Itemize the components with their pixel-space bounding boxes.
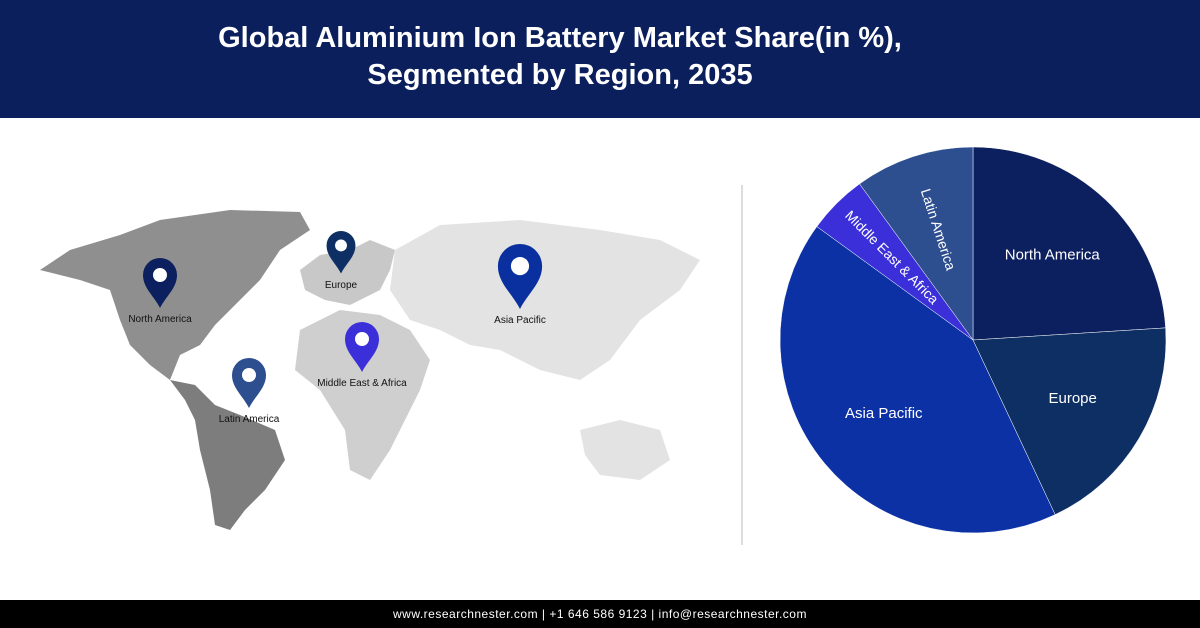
- pie-slice: [972, 327, 1167, 515]
- pin-body: [345, 322, 379, 372]
- pin-body: [143, 258, 177, 308]
- map-pin: [326, 231, 356, 274]
- asia: [390, 220, 700, 380]
- pie-slice: [779, 226, 1056, 534]
- slice-label: North America: [1005, 247, 1101, 264]
- pin-hole: [510, 257, 530, 276]
- pin-body: [497, 244, 543, 309]
- pin-body: [232, 358, 266, 408]
- pie-slice: [859, 146, 974, 341]
- pin-label: Europe: [324, 279, 358, 291]
- map-pin: [497, 244, 543, 309]
- pin-label: Middle East & Africa: [317, 378, 407, 389]
- map-pin: [232, 358, 266, 408]
- africa: [295, 310, 430, 480]
- south-america: [170, 380, 285, 530]
- australia: [580, 420, 670, 480]
- europe: [300, 240, 395, 305]
- title: Global Aluminium Ion Battery Market Shar…: [218, 22, 902, 91]
- slice-label: Europe: [1048, 390, 1096, 407]
- pin-label: North America: [128, 314, 192, 325]
- header-band: Global Aluminium Ion Battery Market Shar…: [0, 0, 1200, 118]
- footer-band: www.researchnester.com | +1 646 586 9123…: [0, 600, 1200, 628]
- world-map: [40, 210, 700, 530]
- continents: [40, 210, 700, 530]
- north-america: [40, 210, 310, 380]
- pin-hole: [242, 368, 256, 382]
- pie-slice: [972, 146, 1166, 341]
- pin-hole: [335, 239, 347, 252]
- slice-label: Asia Pacific: [845, 405, 923, 422]
- pin-hole: [355, 332, 369, 346]
- footer-text: www.researchnester.com | +1 646 586 9123…: [393, 607, 807, 621]
- map-pin: [143, 258, 177, 308]
- pin-label: Asia Pacific: [494, 315, 546, 326]
- map-pin: [345, 322, 379, 372]
- pin-label: Latin America: [218, 414, 280, 425]
- divider: [741, 185, 743, 545]
- pin-body: [326, 231, 356, 274]
- pin-hole: [153, 268, 167, 282]
